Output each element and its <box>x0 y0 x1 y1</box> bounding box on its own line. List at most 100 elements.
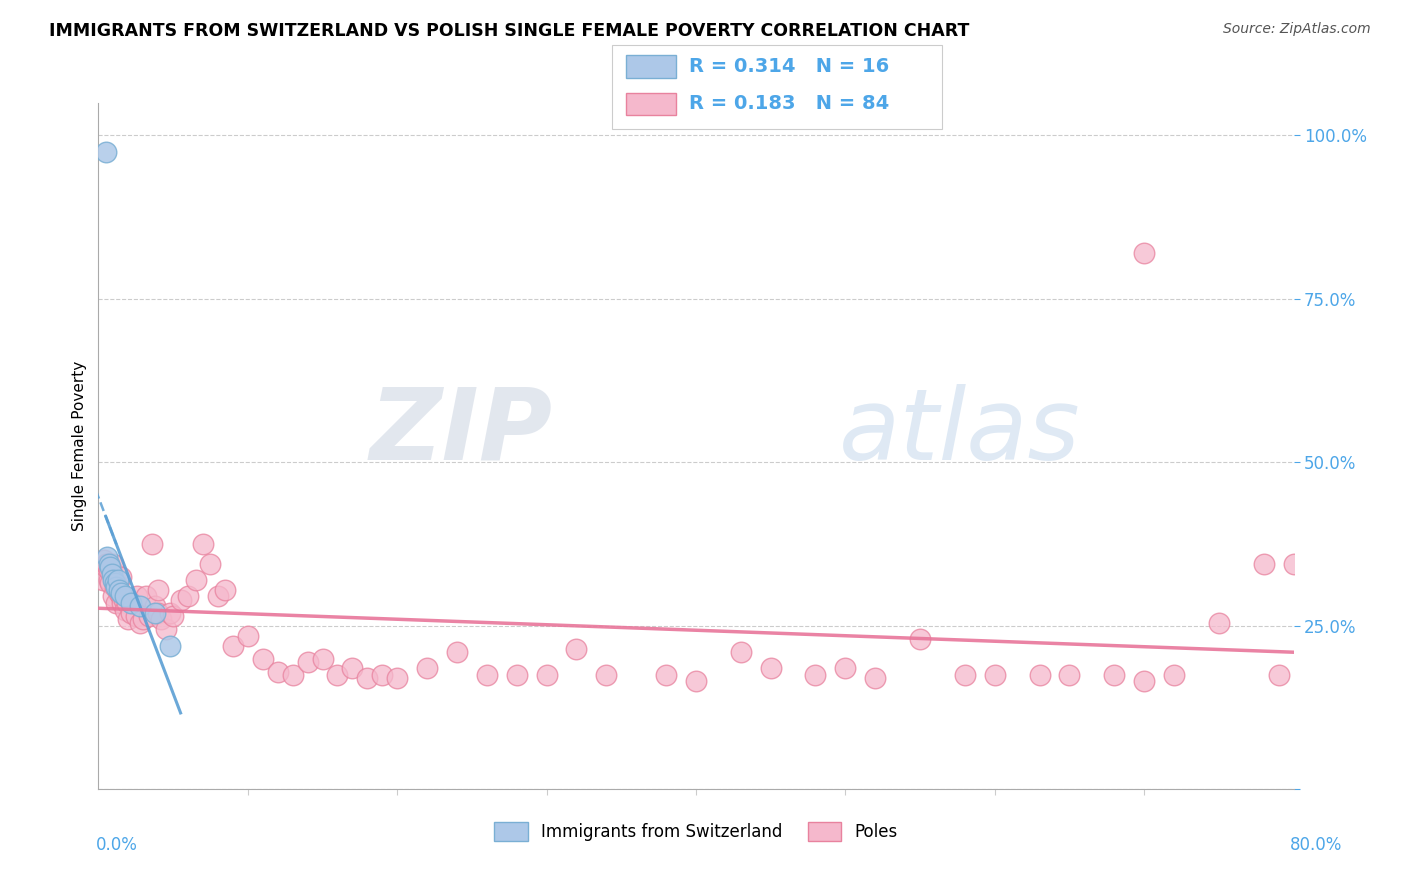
Point <box>356 671 378 685</box>
Point <box>127 590 149 604</box>
Point <box>159 639 181 653</box>
Point <box>834 661 856 675</box>
Text: R = 0.183   N = 84: R = 0.183 N = 84 <box>689 94 889 113</box>
Point <box>200 557 222 571</box>
Point <box>96 557 118 571</box>
Point <box>184 573 207 587</box>
Point <box>94 145 117 159</box>
Point <box>115 596 138 610</box>
Point <box>143 606 166 620</box>
Point <box>120 606 142 620</box>
Point <box>96 550 118 565</box>
Point <box>107 580 129 594</box>
Point <box>252 651 274 665</box>
Point <box>595 668 617 682</box>
Point <box>111 596 134 610</box>
Point <box>141 537 163 551</box>
Point <box>121 596 143 610</box>
Point <box>148 582 170 597</box>
Point <box>97 563 120 577</box>
Point <box>138 609 160 624</box>
Point <box>222 639 245 653</box>
Y-axis label: Single Female Poverty: Single Female Poverty <box>72 361 87 531</box>
Point <box>104 580 127 594</box>
Point <box>108 586 131 600</box>
Point <box>953 668 976 682</box>
Point <box>104 576 127 591</box>
Point <box>155 622 177 636</box>
Point <box>110 590 132 604</box>
Point <box>804 668 827 682</box>
Point <box>1253 557 1275 571</box>
Point <box>105 580 128 594</box>
Point <box>908 632 931 646</box>
Point <box>177 590 200 604</box>
Point <box>148 606 170 620</box>
Point <box>565 641 588 656</box>
Point <box>1267 668 1289 682</box>
Point <box>101 563 124 577</box>
Point <box>281 668 304 682</box>
Point <box>94 560 117 574</box>
Point <box>117 612 139 626</box>
Text: Source: ZipAtlas.com: Source: ZipAtlas.com <box>1223 22 1371 37</box>
Point <box>342 661 364 675</box>
Point <box>1059 668 1081 682</box>
Point <box>267 665 290 679</box>
Text: IMMIGRANTS FROM SWITZERLAND VS POLISH SINGLE FEMALE POVERTY CORRELATION CHART: IMMIGRANTS FROM SWITZERLAND VS POLISH SI… <box>49 22 970 40</box>
Point <box>97 557 120 571</box>
Point <box>125 609 148 624</box>
Point <box>105 576 128 591</box>
Point <box>1133 246 1156 260</box>
Point <box>214 582 236 597</box>
Point <box>94 557 117 571</box>
Point <box>135 590 157 604</box>
Point <box>446 645 468 659</box>
Point <box>91 573 114 587</box>
Point <box>416 661 439 675</box>
Point <box>297 655 319 669</box>
Point <box>114 590 136 604</box>
Point <box>103 573 125 587</box>
Point <box>150 612 173 626</box>
Point <box>1163 668 1185 682</box>
Point <box>311 651 333 665</box>
Point <box>98 560 122 574</box>
Point <box>112 592 135 607</box>
Point <box>655 668 678 682</box>
Point <box>191 537 214 551</box>
Text: ZIP: ZIP <box>370 384 553 481</box>
Text: atlas: atlas <box>839 384 1081 481</box>
Point <box>132 612 155 626</box>
Point <box>865 671 887 685</box>
Point <box>207 590 229 604</box>
Text: 80.0%: 80.0% <box>1291 836 1343 854</box>
Point <box>101 566 124 581</box>
Point <box>1208 615 1230 630</box>
Point <box>108 582 131 597</box>
Point <box>371 668 394 682</box>
Point <box>162 609 184 624</box>
Legend: Immigrants from Switzerland, Poles: Immigrants from Switzerland, Poles <box>486 814 905 850</box>
Point <box>169 592 191 607</box>
Point <box>93 553 115 567</box>
Point <box>385 671 409 685</box>
Point <box>685 674 707 689</box>
Point <box>536 668 558 682</box>
Point <box>730 645 752 659</box>
Point <box>129 599 152 614</box>
Point <box>1028 668 1050 682</box>
Point <box>1282 557 1305 571</box>
Text: R = 0.314   N = 16: R = 0.314 N = 16 <box>689 57 889 77</box>
Point <box>114 602 136 616</box>
Point <box>159 606 181 620</box>
Point <box>506 668 529 682</box>
Point <box>97 573 120 587</box>
Point <box>103 590 125 604</box>
Point <box>103 557 125 571</box>
Point <box>98 576 122 591</box>
Point <box>1104 668 1126 682</box>
Point <box>984 668 1007 682</box>
Point <box>1133 674 1156 689</box>
Point <box>326 668 349 682</box>
